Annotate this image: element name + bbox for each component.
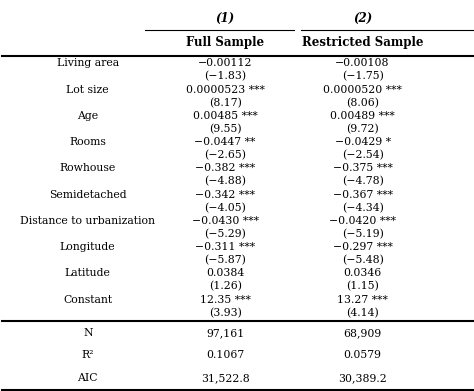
Text: Living area: Living area [56,58,119,68]
Text: −0.0429 *: −0.0429 * [335,137,391,147]
Text: −0.342 ***: −0.342 *** [195,190,255,199]
Text: (2): (2) [353,11,372,25]
Text: 0.0000520 ***: 0.0000520 *** [323,84,402,95]
Text: −0.375 ***: −0.375 *** [333,163,392,173]
Text: Longitude: Longitude [60,242,116,252]
Text: (−4.78): (−4.78) [342,176,383,187]
Text: −0.367 ***: −0.367 *** [333,190,392,199]
Text: (1.15): (1.15) [346,282,379,292]
Text: Rooms: Rooms [69,137,106,147]
Text: −0.00108: −0.00108 [336,58,390,68]
Text: −0.311 ***: −0.311 *** [195,242,255,252]
Text: Age: Age [77,111,98,121]
Text: Lot size: Lot size [66,84,109,95]
Text: (−1.83): (−1.83) [204,71,246,82]
Text: 0.0000523 ***: 0.0000523 *** [186,84,264,95]
Text: (−5.29): (−5.29) [204,229,246,239]
Text: 31,522.8: 31,522.8 [201,373,249,383]
Text: 0.0384: 0.0384 [206,268,244,278]
Text: (−1.75): (−1.75) [342,71,383,82]
Text: −0.0430 ***: −0.0430 *** [191,216,259,226]
Text: −0.0447 **: −0.0447 ** [194,137,256,147]
Text: (4.14): (4.14) [346,308,379,318]
Text: 0.0579: 0.0579 [344,350,382,361]
Text: 97,161: 97,161 [206,328,244,338]
Text: 68,909: 68,909 [344,328,382,338]
Text: 0.0346: 0.0346 [344,268,382,278]
Text: Restricted Sample: Restricted Sample [302,36,423,49]
Text: 30,389.2: 30,389.2 [338,373,387,383]
Text: (−5.48): (−5.48) [342,255,383,265]
Text: AIC: AIC [77,373,98,383]
Text: Latitude: Latitude [65,268,110,278]
Text: −0.297 ***: −0.297 *** [333,242,392,252]
Text: Rowhouse: Rowhouse [60,163,116,173]
Text: 0.1067: 0.1067 [206,350,244,361]
Text: 0.00485 ***: 0.00485 *** [193,111,257,121]
Text: (8.06): (8.06) [346,97,379,108]
Text: Full Sample: Full Sample [186,36,264,49]
Text: (−2.54): (−2.54) [342,150,383,160]
Text: (3.93): (3.93) [209,308,242,318]
Text: (1.26): (1.26) [209,282,242,292]
Text: 0.00489 ***: 0.00489 *** [330,111,395,121]
Text: (1): (1) [216,11,235,25]
Text: −0.0420 ***: −0.0420 *** [329,216,396,226]
Text: (9.55): (9.55) [209,124,241,134]
Text: (9.72): (9.72) [346,124,379,134]
Text: 13.27 ***: 13.27 *** [337,295,388,305]
Text: R²: R² [82,350,94,361]
Text: Semidetached: Semidetached [49,190,127,199]
Text: (−4.05): (−4.05) [204,203,246,213]
Text: (−4.34): (−4.34) [342,203,383,213]
Text: (8.17): (8.17) [209,97,242,108]
Text: (−2.65): (−2.65) [204,150,246,160]
Text: (−5.87): (−5.87) [204,255,246,265]
Text: −0.00112: −0.00112 [198,58,252,68]
Text: Constant: Constant [63,295,112,305]
Text: N: N [83,328,92,338]
Text: Distance to urbanization: Distance to urbanization [20,216,155,226]
Text: (−5.19): (−5.19) [342,229,383,239]
Text: (−4.88): (−4.88) [204,176,246,187]
Text: 12.35 ***: 12.35 *** [200,295,251,305]
Text: −0.382 ***: −0.382 *** [195,163,255,173]
